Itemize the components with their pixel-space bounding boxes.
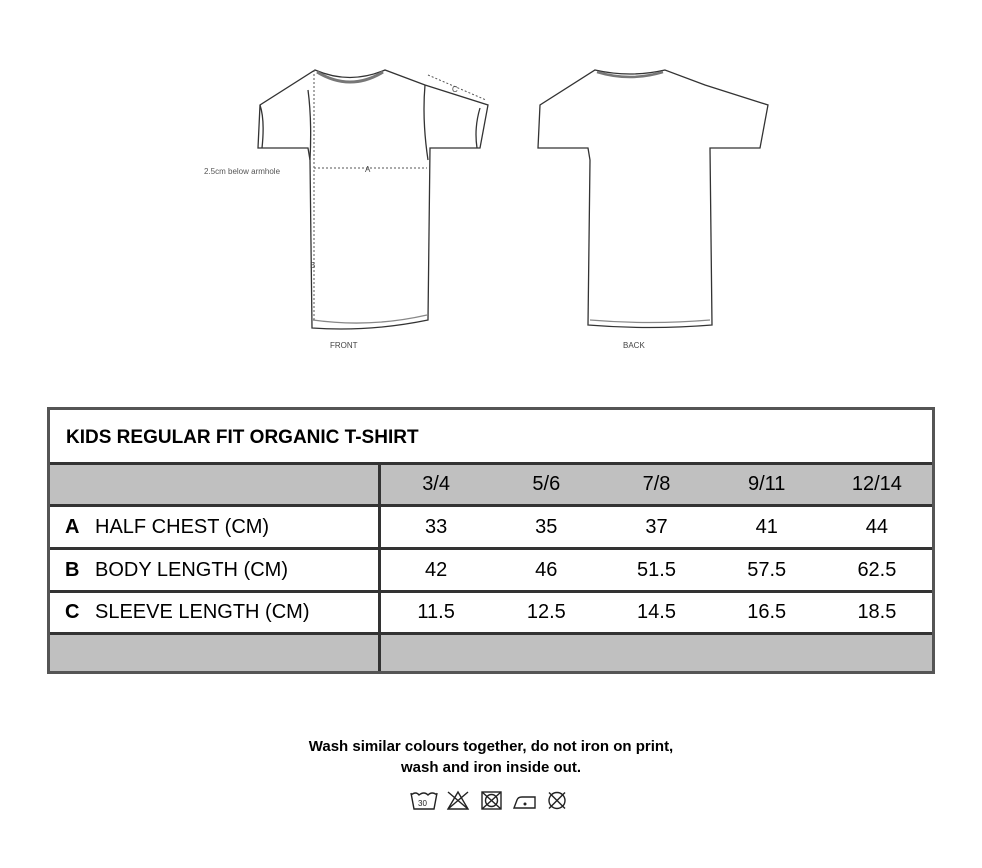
cell: 41 [755,515,778,538]
do-not-dry-clean-icon [548,791,566,810]
armhole-note: 2.5cm below armhole [204,167,281,176]
tshirt-back [537,69,769,329]
cell: 35 [535,515,558,538]
row-letter: B [65,558,80,581]
cell: 62.5 [857,558,897,581]
cell: 42 [424,558,448,581]
row-label: SLEEVE LENGTH (CM) [95,601,310,623]
iron-low-icon [512,796,536,809]
table-row: C SLEEVE LENGTH (CM) 11.5 12.5 14.5 16.5 18.5 [50,590,932,632]
mark-a: A [365,165,371,174]
svg-text:30: 30 [418,799,427,808]
table-row: B BODY LENGTH (CM) 42 46 51.5 57.5 62.5 [50,547,932,590]
cell: 57.5 [747,558,787,581]
wash-30-icon: 30 [410,792,438,810]
cell: 18.5 [857,601,897,623]
tshirt-front [257,69,489,330]
size-header: 7/8 [642,473,671,495]
table-row: A HALF CHEST (CM) 33 35 37 41 44 [50,504,932,547]
row-letter: C [65,601,80,623]
tshirt-diagram: A B C 2.5cm below armhole FRONT BACK [204,69,769,350]
size-header-row: 3/4 5/6 7/8 9/11 12/14 [50,462,932,504]
cell: 11.5 [417,601,455,623]
row-label: HALF CHEST (CM) [95,515,270,538]
cell: 44 [865,515,889,538]
mark-c: C [452,85,458,94]
front-label: FRONT [330,341,358,350]
row-label: BODY LENGTH (CM) [95,558,288,581]
size-header: 9/11 [747,473,786,495]
cell: 51.5 [637,558,676,581]
row-letter: A [65,515,80,538]
care-instructions: Wash similar colours together, do not ir… [0,736,982,778]
cell: 14.5 [637,601,676,623]
care-line-1: Wash similar colours together, do not ir… [308,738,674,755]
back-label: BACK [623,341,645,350]
cell: 12.5 [526,601,566,623]
cell: 16.5 [747,601,787,623]
cell: 46 [535,558,558,581]
table-footer-row [50,632,932,671]
size-header: 3/4 [422,473,450,495]
do-not-tumble-dry-icon [481,791,502,810]
do-not-bleach-icon [446,790,470,810]
size-header: 12/14 [851,473,902,495]
mark-b: B [310,261,315,270]
table-title: KIDS REGULAR FIT ORGANIC T-SHIRT [66,427,419,448]
size-header: 5/6 [532,473,561,495]
care-line-2: wash and iron inside out. [400,759,581,776]
cell: 33 [424,515,448,538]
cell: 37 [645,515,668,538]
size-chart-table: KIDS REGULAR FIT ORGANIC T-SHIRT 3/4 5/6… [47,407,935,674]
